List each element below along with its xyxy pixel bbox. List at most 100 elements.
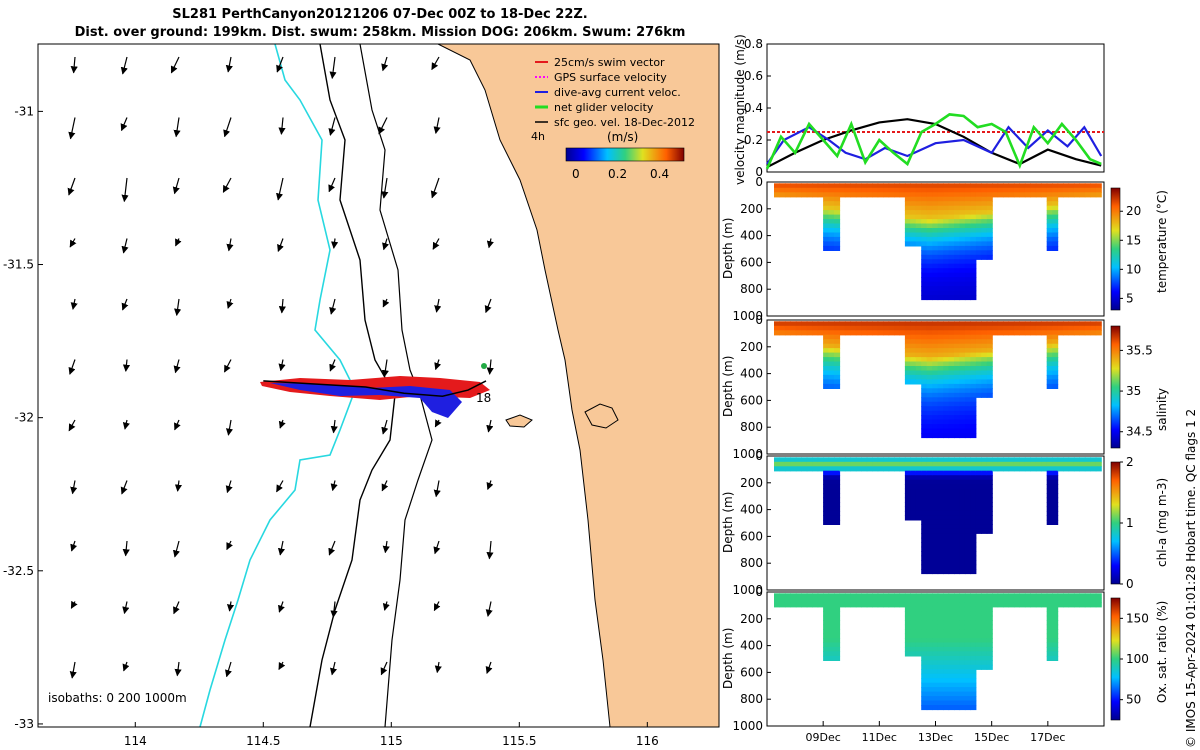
section-cell bbox=[1046, 366, 1053, 372]
surface-velocity-arrow bbox=[70, 480, 78, 495]
section-cell bbox=[970, 187, 977, 193]
section-cell bbox=[888, 321, 895, 327]
section-cell bbox=[1057, 183, 1064, 189]
section-cell bbox=[997, 466, 1004, 472]
section-cell bbox=[937, 673, 944, 679]
section-cell bbox=[921, 682, 928, 688]
section-cell bbox=[932, 488, 939, 494]
section-cell bbox=[904, 214, 911, 220]
section-cell bbox=[877, 321, 884, 327]
section-cell bbox=[1035, 321, 1042, 327]
section-cell bbox=[904, 484, 911, 490]
section-cell bbox=[943, 475, 950, 481]
section-cell bbox=[910, 646, 917, 652]
section-cell bbox=[926, 183, 933, 189]
section-cell bbox=[910, 651, 917, 657]
section-cell bbox=[921, 669, 928, 675]
section-cell bbox=[964, 281, 971, 287]
section-cell bbox=[943, 259, 950, 265]
section-cell bbox=[986, 497, 993, 503]
section-cell bbox=[964, 466, 971, 472]
section-cell bbox=[986, 392, 993, 398]
section-cell bbox=[806, 187, 813, 193]
section-cell bbox=[943, 528, 950, 534]
section-cell bbox=[964, 424, 971, 430]
section-cell bbox=[975, 214, 982, 220]
section-cell bbox=[932, 383, 939, 389]
section-cell bbox=[1013, 466, 1020, 472]
section-cell bbox=[948, 620, 955, 626]
section-cell bbox=[910, 510, 917, 516]
section-cell bbox=[921, 290, 928, 296]
section-cell bbox=[926, 325, 933, 331]
section-cell bbox=[970, 223, 977, 229]
section-cell bbox=[915, 620, 922, 626]
section-cell bbox=[921, 192, 928, 198]
section-cell bbox=[959, 624, 966, 630]
section-cell bbox=[926, 334, 933, 340]
surface-velocity-arrow bbox=[278, 117, 286, 135]
section-cell bbox=[964, 524, 971, 530]
section-cell bbox=[981, 479, 988, 485]
section-cell bbox=[986, 374, 993, 380]
section-cell bbox=[981, 388, 988, 394]
section-cell bbox=[981, 510, 988, 516]
section-cell bbox=[943, 210, 950, 216]
section-cell bbox=[1041, 192, 1048, 198]
section-cell bbox=[948, 651, 955, 657]
section-cell bbox=[806, 593, 813, 599]
section-cell bbox=[1068, 457, 1075, 463]
surface-velocity-arrow bbox=[225, 661, 232, 678]
colorbar-tick: 0.2 bbox=[608, 167, 627, 181]
section-cell bbox=[877, 593, 884, 599]
section-cell bbox=[986, 223, 993, 229]
section-cell bbox=[954, 510, 961, 516]
section-cell bbox=[888, 330, 895, 336]
section-cell bbox=[943, 339, 950, 345]
section-cell bbox=[904, 515, 911, 521]
section-cell bbox=[1041, 461, 1048, 467]
section-cell bbox=[806, 597, 813, 603]
section-cell bbox=[839, 187, 846, 193]
section-cell bbox=[937, 401, 944, 407]
section-cell bbox=[932, 286, 939, 292]
section-cell bbox=[834, 245, 841, 251]
section-cell bbox=[915, 638, 922, 644]
section-cell bbox=[1090, 466, 1097, 472]
section-cell bbox=[817, 466, 824, 472]
section-cell bbox=[986, 620, 993, 626]
section-cell bbox=[954, 210, 961, 216]
chart-title-line2: Dist. over ground: 199km. Dist. swum: 25… bbox=[74, 25, 686, 40]
section-cell bbox=[954, 475, 961, 481]
section-cell bbox=[932, 406, 939, 412]
section-cell bbox=[921, 232, 928, 238]
section-cell bbox=[1046, 330, 1053, 336]
section-cell bbox=[964, 348, 971, 354]
section-cell bbox=[861, 192, 868, 198]
section-cell bbox=[948, 510, 955, 516]
section-frame bbox=[766, 319, 1105, 455]
section-cell bbox=[904, 506, 911, 512]
section-cell bbox=[861, 593, 868, 599]
section-cell bbox=[899, 321, 906, 327]
section-cell bbox=[1030, 192, 1037, 198]
section-cell bbox=[959, 597, 966, 603]
section-cell bbox=[986, 651, 993, 657]
section-cell bbox=[970, 555, 977, 561]
section-cell bbox=[943, 424, 950, 430]
section-cell bbox=[828, 321, 835, 327]
section-cell bbox=[926, 624, 933, 630]
section-cell bbox=[986, 606, 993, 612]
section-cell bbox=[921, 201, 928, 207]
section-cell bbox=[834, 502, 841, 508]
section-x-axis: 09Dec 11Dec 13Dec 15Dec 17Dec bbox=[806, 721, 1065, 744]
section-cell bbox=[959, 361, 966, 367]
section-cell bbox=[850, 593, 857, 599]
section-cell bbox=[943, 334, 950, 340]
section-cell bbox=[926, 352, 933, 358]
section-cell bbox=[981, 196, 988, 202]
section-cell bbox=[1052, 228, 1059, 234]
section-cell bbox=[932, 546, 939, 552]
section-cell bbox=[823, 348, 830, 354]
